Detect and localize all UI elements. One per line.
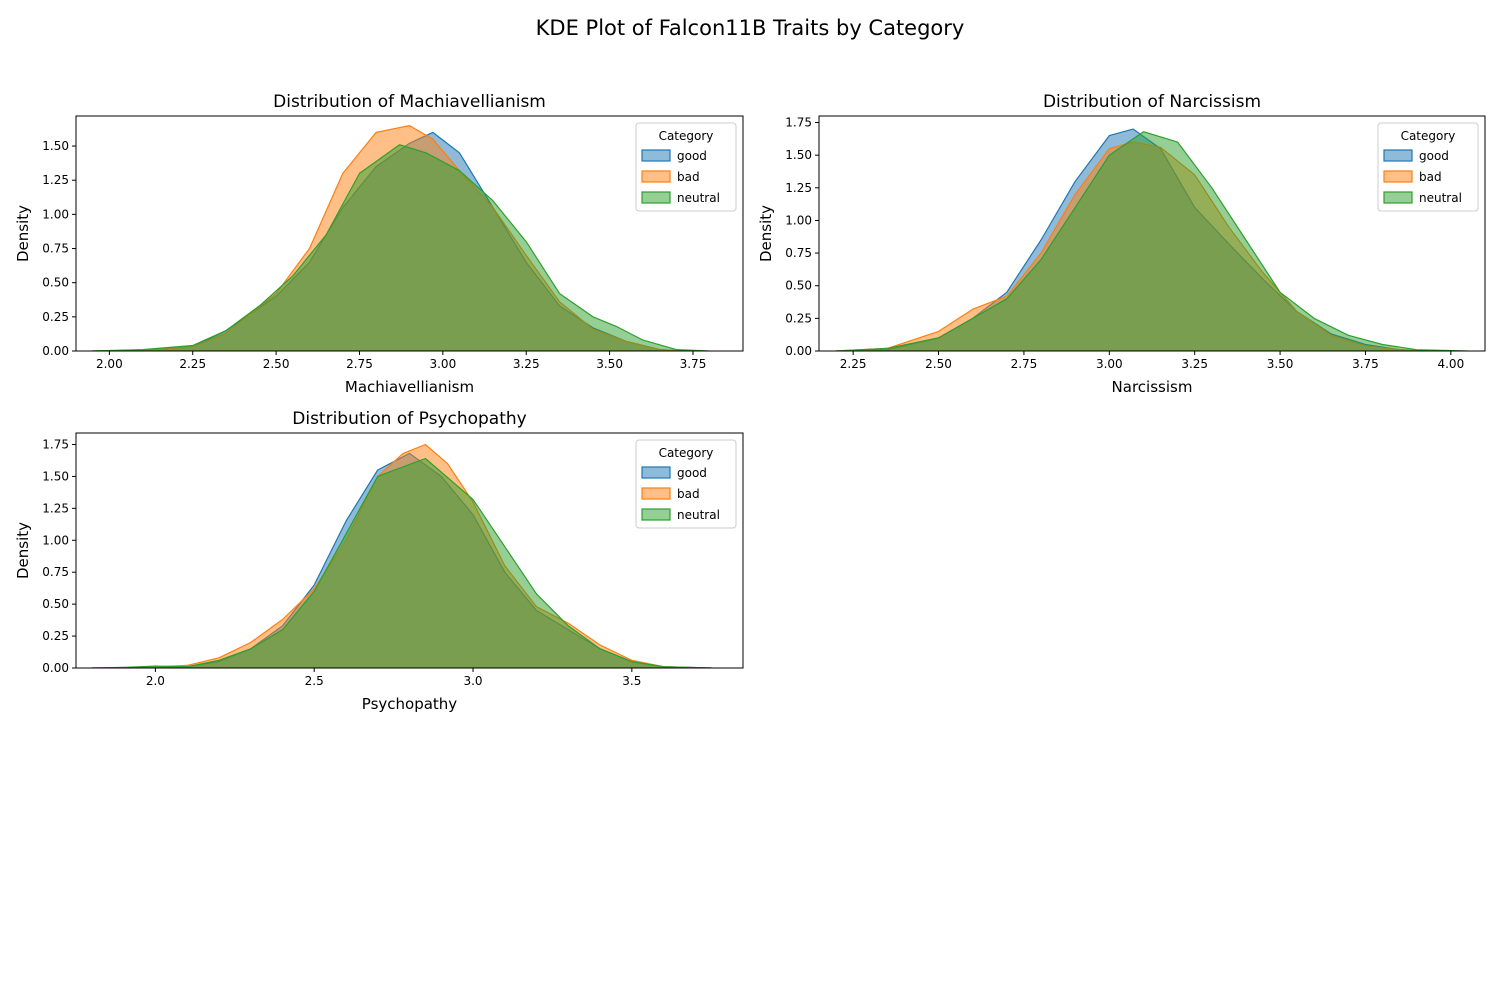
legend-swatch-bad [641, 170, 671, 183]
y-tick-label: 1.00 [42, 533, 69, 547]
kde-area-machiavellianism-neutral [92, 144, 711, 351]
legend-swatch-bad [641, 487, 671, 500]
x-tick-label: 2.50 [925, 357, 952, 371]
x-axis-label: Narcissism [1112, 378, 1193, 396]
y-tick-label: 1.00 [42, 207, 69, 221]
x-tick-label: 4.00 [1437, 357, 1464, 371]
subplot-machiavellianism: 2.00 2.25 2.50 2.75 3.00 3.25 3.50 3.75 0.00 0.25… [14, 92, 744, 396]
y-tick-label: 0.25 [42, 310, 69, 324]
y-tick-label: 0.75 [42, 242, 69, 256]
y-tick-label: 0.00 [42, 344, 69, 358]
subplot-title: Distribution of Psychopathy [292, 409, 526, 429]
x-tick-label: 3.75 [680, 357, 707, 371]
y-tick-label: 0.50 [42, 597, 69, 611]
legend: Category good bad neutral [635, 439, 737, 529]
axes-frame-machiavellianism [75, 115, 744, 352]
legend-box [635, 122, 737, 212]
y-tick-label: 1.75 [42, 437, 69, 451]
legend-box [635, 439, 737, 529]
axes-frame-narcissism [818, 115, 1486, 352]
y-tick-label: 1.50 [42, 469, 69, 483]
kde-area-narcissism-neutral [835, 131, 1469, 351]
legend-label-bad: bad [1419, 170, 1442, 184]
subplot-psychopathy: 2.0 2.5 3.0 3.5 0.00 0.25 0.50 0.75 1.00 1.25 1.50… [14, 409, 744, 713]
x-tick-label: 3.00 [429, 357, 456, 371]
y-tick-label: 0.25 [785, 311, 812, 325]
x-tick-label: 2.25 [840, 357, 867, 371]
x-tick-label: 2.50 [263, 357, 290, 371]
legend-label-neutral: neutral [1419, 191, 1462, 205]
legend-label-good: good [677, 466, 707, 480]
legend-swatch-good [1383, 149, 1413, 162]
x-tick-label: 3.0 [463, 674, 482, 688]
legend-label-bad: bad [677, 487, 700, 501]
x-axis-label: Psychopathy [362, 695, 458, 713]
y-tick-label: 1.25 [42, 173, 69, 187]
legend-label-good: good [677, 149, 707, 163]
y-tick-label: 1.50 [42, 139, 69, 153]
x-axis-label: Machiavellianism [345, 378, 474, 396]
legend-label-neutral: neutral [677, 191, 720, 205]
legend-title: Category [1401, 129, 1456, 143]
legend-title: Category [659, 446, 714, 460]
x-tick-label: 3.5 [622, 674, 641, 688]
legend-swatch-neutral [641, 508, 671, 521]
legend: Category good bad neutral [1377, 122, 1479, 212]
legend-label-bad: bad [677, 170, 700, 184]
figure-title: KDE Plot of Falcon11B Traits by Category [535, 16, 965, 40]
x-tick-label: 2.00 [96, 357, 123, 371]
y-tick-label: 1.00 [785, 213, 812, 227]
x-tick-label: 3.50 [1267, 357, 1294, 371]
legend-title: Category [659, 129, 714, 143]
subplot-title: Distribution of Narcissism [1043, 92, 1261, 112]
legend-label-good: good [1419, 149, 1449, 163]
legend-swatch-neutral [1383, 191, 1413, 204]
legend-swatch-bad [1383, 170, 1413, 183]
y-tick-label: 1.50 [785, 148, 812, 162]
legend-swatch-good [641, 466, 671, 479]
y-axis-label: Density [14, 522, 32, 579]
x-tick-label: 2.75 [1011, 357, 1038, 371]
y-tick-label: 0.75 [785, 246, 812, 260]
x-tick-label: 3.25 [513, 357, 540, 371]
x-tick-label: 3.25 [1181, 357, 1208, 371]
x-tick-label: 3.00 [1096, 357, 1123, 371]
x-tick-label: 2.5 [305, 674, 324, 688]
legend-swatch-good [641, 149, 671, 162]
subplot-title: Distribution of Machiavellianism [273, 92, 546, 112]
y-axis-label: Density [14, 205, 32, 262]
x-tick-label: 3.50 [596, 357, 623, 371]
legend-box [1377, 122, 1479, 212]
y-tick-label: 0.75 [42, 565, 69, 579]
y-tick-label: 1.25 [785, 181, 812, 195]
y-tick-label: 1.75 [785, 116, 812, 130]
y-tick-label: 1.25 [42, 501, 69, 515]
legend: Category good bad neutral [635, 122, 737, 212]
kde-area-psychopathy-neutral [91, 457, 712, 668]
x-tick-label: 2.75 [346, 357, 373, 371]
legend-label-neutral: neutral [677, 508, 720, 522]
x-tick-label: 2.0 [146, 674, 165, 688]
axes-frame-psychopathy [75, 432, 744, 669]
y-tick-label: 0.00 [42, 661, 69, 675]
y-tick-label: 0.50 [785, 279, 812, 293]
y-tick-label: 0.50 [42, 276, 69, 290]
y-axis-label: Density [757, 205, 775, 262]
y-tick-label: 0.25 [42, 629, 69, 643]
y-tick-label: 0.00 [785, 344, 812, 358]
x-tick-label: 2.25 [179, 357, 206, 371]
subplot-narcissism: 2.25 2.50 2.75 3.00 3.25 3.50 3.75 4.00 0.00 0.25… [757, 92, 1486, 396]
x-tick-label: 3.75 [1352, 357, 1379, 371]
legend-swatch-neutral [641, 191, 671, 204]
